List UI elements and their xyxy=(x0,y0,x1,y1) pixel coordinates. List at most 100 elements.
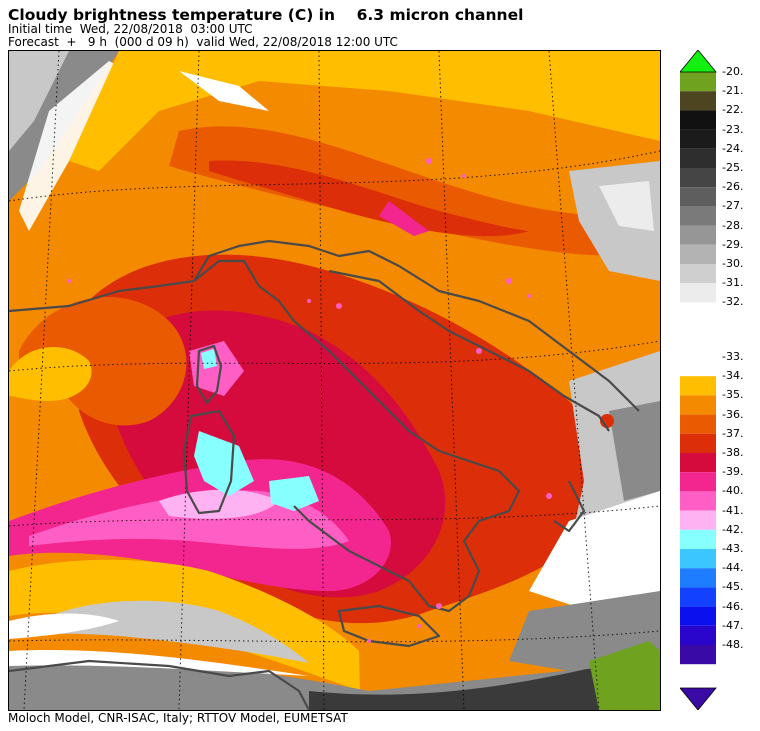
legend-tick-label: -29. xyxy=(722,237,744,251)
graticule-line xyxy=(23,51,60,710)
legend-tick-label: -30. xyxy=(722,257,744,270)
legend-swatch xyxy=(680,510,716,530)
legend-swatch xyxy=(680,225,716,245)
legend-swatch xyxy=(680,645,716,665)
coastline-adriatic-east xyxy=(328,269,610,432)
legend-swatch xyxy=(680,129,716,149)
model-credit: Moloch Model, CNR-ISAC, Italy; RTTOV Mod… xyxy=(8,711,348,725)
speck xyxy=(426,158,432,164)
legend-swatch xyxy=(680,91,716,111)
speck xyxy=(367,639,371,643)
legend-swatch xyxy=(680,529,716,549)
south-dark xyxy=(309,651,660,710)
legend-top-arrow xyxy=(680,50,717,73)
map-title: Cloudy brightness temperature (C) in 6.3… xyxy=(8,6,524,24)
legend-swatch xyxy=(680,187,716,207)
legend-swatch xyxy=(680,453,716,473)
band-pale-pink xyxy=(159,489,279,519)
coastline-sicily xyxy=(337,604,441,648)
graticule-line xyxy=(9,340,660,372)
jet-north-crimson xyxy=(209,160,529,237)
legend-tick-label: -37. xyxy=(722,426,744,440)
legend-swatch xyxy=(680,433,716,453)
cloud-northeast-white xyxy=(599,181,654,231)
legend-swatch xyxy=(680,376,716,396)
legend-swatch xyxy=(680,148,716,168)
coastline-france xyxy=(9,279,195,313)
legend-tick-label: -46. xyxy=(722,599,744,613)
graticule-line xyxy=(9,630,660,643)
coastline-africa xyxy=(9,659,310,710)
legend-swatch xyxy=(680,357,716,377)
legend-swatch xyxy=(680,283,716,303)
cloud-band-northwest-light xyxy=(9,51,69,151)
forecast-valid-label: Forecast + 9 h (000 d 09 h) valid Wed, 2… xyxy=(8,35,398,49)
speck xyxy=(307,299,311,303)
graticule-line xyxy=(438,51,465,710)
legend-tick-label: -45. xyxy=(722,580,744,594)
legend-tick-label: -36. xyxy=(722,407,744,421)
legend-swatch xyxy=(680,568,716,588)
legend-tick-label: -26. xyxy=(722,180,744,194)
legend-swatch xyxy=(680,206,716,226)
legend-upper-block xyxy=(680,72,716,322)
coastline-balkans xyxy=(398,265,640,412)
legend-tick-label: -24. xyxy=(722,141,744,155)
legend-swatch xyxy=(680,587,716,607)
cyan-patch-sardinia xyxy=(194,431,254,496)
legend-tick-label: -42. xyxy=(722,522,744,536)
speck xyxy=(67,279,71,283)
coastline-sardinia xyxy=(182,409,236,515)
legend-tick-label: -32. xyxy=(722,295,744,309)
legend-swatch xyxy=(680,395,716,415)
legend-tick-label: -31. xyxy=(722,276,744,290)
cloud-southeast-white xyxy=(529,491,660,611)
legend-bottom-arrow xyxy=(680,687,717,710)
swirl-west-light xyxy=(9,347,92,401)
jet-north-red xyxy=(169,126,660,256)
cloud-southeast-dark xyxy=(609,401,660,501)
legend-tick-label: -25. xyxy=(722,161,744,174)
cyan-patch-tyrrhenian xyxy=(269,476,319,511)
legend-tick-label: -23. xyxy=(722,122,744,136)
green-patch-southeast xyxy=(589,641,660,710)
legend-tick-label: -44. xyxy=(722,561,744,575)
jet-north-magenta xyxy=(379,201,429,236)
arc-southwest-gray xyxy=(39,600,309,663)
band-north-white xyxy=(179,71,269,111)
arc-southwest-white xyxy=(9,613,119,639)
legend-swatch xyxy=(680,264,716,284)
legend-tick-label: -38. xyxy=(722,446,744,459)
graticule-line xyxy=(178,51,200,710)
speck xyxy=(506,278,512,284)
legend-tick-label: -39. xyxy=(722,465,744,479)
swirl-west xyxy=(19,297,187,426)
legend-tick-label: -28. xyxy=(722,218,744,232)
legend-tick-label: -21. xyxy=(722,84,744,98)
legend-tick-label: -33. xyxy=(722,350,744,363)
legend-tick-label: -43. xyxy=(722,542,744,555)
coastline-greece xyxy=(553,480,586,533)
legend-swatch xyxy=(680,72,716,92)
coastline-italy xyxy=(193,259,521,613)
legend-swatch xyxy=(680,168,716,188)
speck xyxy=(476,348,482,354)
legend-swatch xyxy=(680,414,716,434)
coastlines xyxy=(9,239,640,710)
map-canvas xyxy=(9,51,660,710)
legend-swatch xyxy=(680,491,716,511)
speck xyxy=(527,294,531,298)
speck xyxy=(436,603,442,609)
legend-tick-label: -47. xyxy=(722,618,744,632)
legend-swatch xyxy=(680,625,716,645)
cyan-corsica xyxy=(201,349,217,369)
brightness-temperature-map xyxy=(8,50,661,711)
legend-tick-label: -35. xyxy=(722,388,744,402)
legend-tick-label: -34. xyxy=(722,369,744,383)
legend-tick-label: -22. xyxy=(722,103,744,117)
graticule-line xyxy=(318,51,325,710)
speck xyxy=(546,493,552,499)
legend-bar xyxy=(680,50,717,710)
legend-tick-label: -48. xyxy=(722,638,744,651)
legend-tick-label: -27. xyxy=(722,199,744,213)
